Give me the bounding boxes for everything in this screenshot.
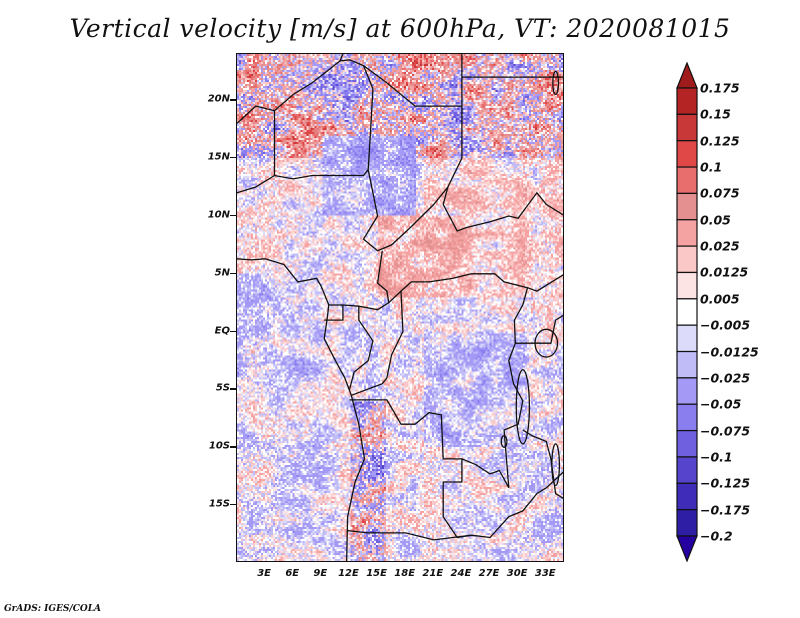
y-tick-label: 5S <box>215 382 230 394</box>
colorbar-swatch <box>676 324 698 353</box>
y-tick-mark <box>230 330 236 332</box>
colorbar-swatch <box>676 192 698 221</box>
colorbar-level-label: −0.025 <box>700 370 751 386</box>
y-tick-mark <box>230 388 236 390</box>
colorbar-swatch <box>676 113 698 142</box>
border-line <box>351 291 404 396</box>
y-tick-mark <box>230 446 236 448</box>
colorbar-swatch <box>676 166 698 195</box>
x-tick-label: 27E <box>478 568 500 579</box>
colorbar-level-label: −0.175 <box>700 502 751 518</box>
y-tick-label: EQ <box>214 325 230 337</box>
colorbar-swatch <box>676 219 698 247</box>
colorbar-level-label: −0.2 <box>700 528 733 544</box>
border-line <box>362 169 449 252</box>
y-tick-mark <box>230 504 236 506</box>
x-tick-label: 3E <box>257 568 272 579</box>
lake-outline <box>552 70 560 96</box>
colorbar-level-label: −0.125 <box>700 475 751 491</box>
colorbar-level-label: 0.075 <box>700 185 740 201</box>
chart-title: Vertical velocity [m/s] at 600hPa, VT: 2… <box>69 14 731 43</box>
colorbar-swatch <box>676 87 698 115</box>
colorbar-level-label: −0.05 <box>700 396 742 412</box>
x-tick-label: 24E <box>450 568 472 579</box>
x-tick-label: 6E <box>285 568 300 579</box>
colorbar <box>676 62 698 562</box>
y-tick-mark <box>230 157 236 159</box>
colorbar-level-label: 0.05 <box>700 212 731 228</box>
colorbar-level-label: −0.005 <box>700 317 751 333</box>
border-line <box>348 306 374 390</box>
colorbar-level-label: 0.0125 <box>700 264 749 280</box>
colorbar-bottom-arrow <box>676 535 698 562</box>
border-line <box>522 429 563 499</box>
y-tick-label: 10S <box>208 440 230 452</box>
x-tick-label: 12E <box>338 568 359 579</box>
colorbar-top-arrow <box>676 62 698 89</box>
lake-outline <box>551 443 561 487</box>
colorbar-level-label: 0.005 <box>700 291 740 307</box>
grads-credit: GrADS: IGES/COLA <box>4 604 102 614</box>
colorbar-swatch <box>676 377 698 405</box>
colorbar-swatch <box>676 350 698 379</box>
border-line <box>388 273 563 304</box>
colorbar-swatch <box>676 271 698 300</box>
colorbar-swatch <box>676 245 698 274</box>
colorbar-level-label: 0.15 <box>700 106 731 122</box>
x-tick-label: 15E <box>366 568 387 579</box>
lake-outline <box>515 369 531 445</box>
x-tick-label: 18E <box>394 568 416 579</box>
border-line <box>237 169 369 194</box>
colorbar-swatch <box>676 429 698 458</box>
x-tick-label: 30E <box>506 568 528 579</box>
border-line <box>362 65 374 170</box>
border-line <box>339 54 344 62</box>
border-line <box>347 471 563 541</box>
colorbar-swatch <box>676 298 698 326</box>
y-tick-label: 15N <box>207 151 230 163</box>
y-tick-mark <box>230 99 236 101</box>
colorbar-level-label: 0.125 <box>700 133 740 149</box>
lake-outline <box>500 435 508 448</box>
colorbar-swatch <box>676 509 698 537</box>
y-tick-label: 10N <box>207 209 230 221</box>
y-tick-label: 5N <box>214 267 230 279</box>
border-line <box>237 258 366 561</box>
border-line <box>349 399 472 539</box>
colorbar-level-label: −0.0125 <box>700 344 759 360</box>
colorbar-swatch <box>676 482 698 511</box>
country-borders <box>237 54 563 561</box>
colorbar-swatch <box>676 140 698 168</box>
colorbar-swatch <box>676 403 698 432</box>
y-tick-mark <box>230 214 236 217</box>
y-tick-label: 20N <box>207 93 230 105</box>
x-tick-label: 21E <box>422 568 444 579</box>
y-tick-mark <box>230 272 236 275</box>
colorbar-level-label: 0.025 <box>700 238 740 254</box>
colorbar-level-label: −0.075 <box>700 423 751 439</box>
colorbar-level-label: 0.1 <box>700 159 723 175</box>
border-line <box>461 287 529 489</box>
colorbar-swatch <box>676 456 698 484</box>
border-line <box>328 250 390 311</box>
velocity-field-heatmap <box>237 54 563 561</box>
y-tick-label: 15S <box>208 498 230 510</box>
map-plot-area <box>236 53 564 562</box>
x-tick-label: 33E <box>534 568 556 579</box>
x-tick-label: 9E <box>313 568 328 579</box>
border-line <box>442 106 563 232</box>
colorbar-level-label: −0.1 <box>700 449 733 465</box>
colorbar-level-label: 0.175 <box>700 80 740 96</box>
lake-outline <box>534 328 559 358</box>
border-line <box>324 305 344 321</box>
border-line <box>237 54 463 124</box>
